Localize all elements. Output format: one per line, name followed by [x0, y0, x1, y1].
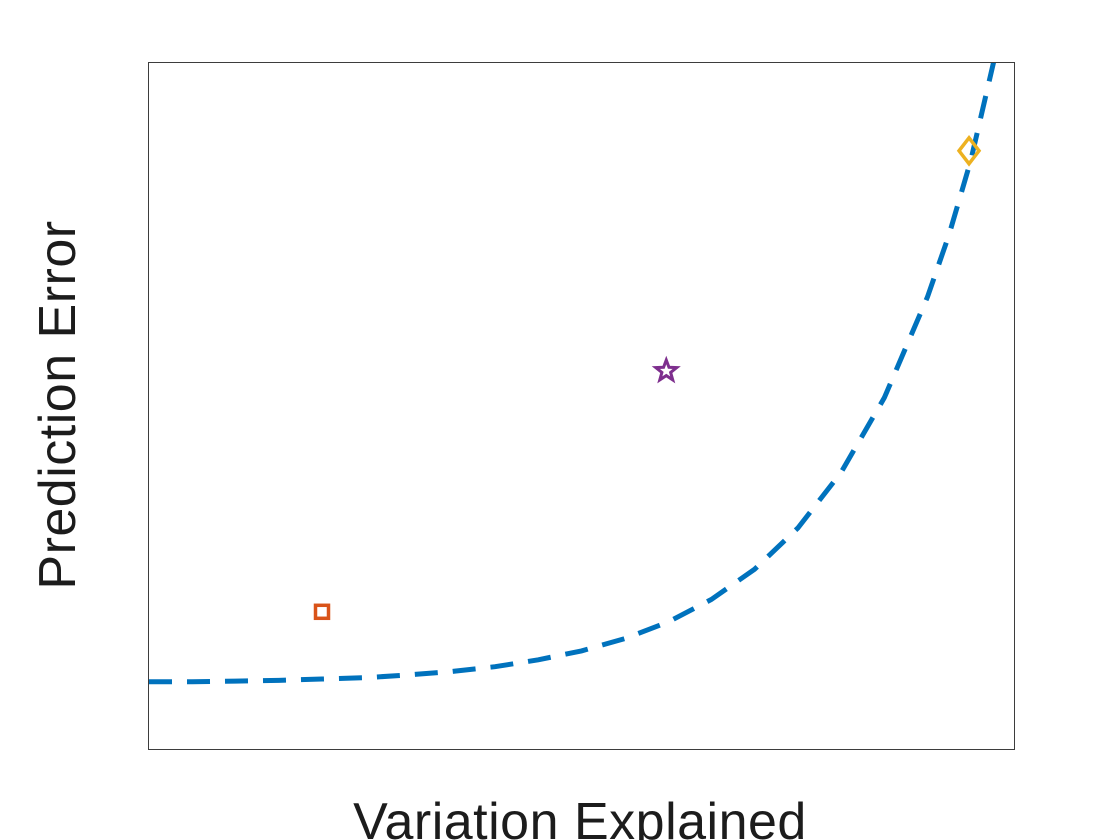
x-axis-label: Variation Explained [353, 793, 807, 840]
square-point-marker [313, 603, 331, 621]
prediction-error-curve [149, 63, 996, 685]
y-axis-label: Prediction Error [29, 220, 87, 590]
star-point-marker [651, 355, 681, 384]
plot-area [148, 62, 1015, 750]
data-point-markers [313, 134, 982, 621]
diamond-point-marker [956, 134, 982, 167]
chart-svg [149, 63, 996, 685]
prediction-error-curve [149, 63, 996, 685]
